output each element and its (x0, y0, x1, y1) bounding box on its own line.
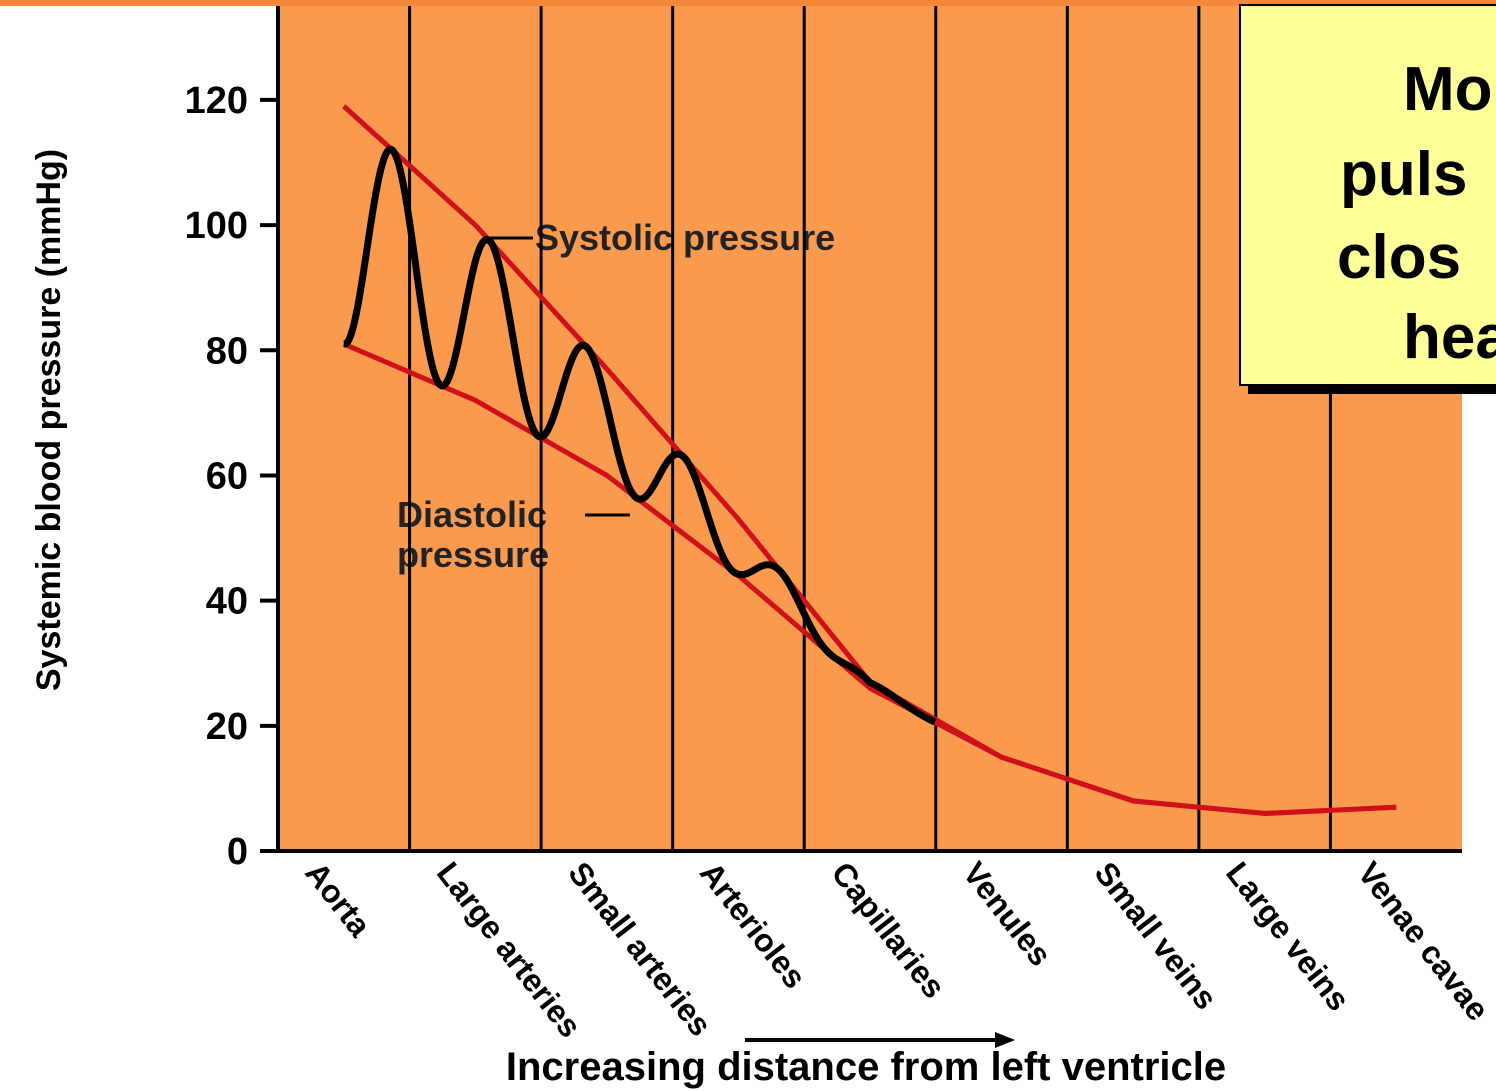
x-tick-label: Large veins (1219, 855, 1357, 1017)
y-tick-label: 80 (206, 330, 248, 372)
x-tick-label: Large arteries (430, 855, 589, 1044)
callout-text: Mo (1403, 55, 1493, 124)
callout-text: clos (1337, 223, 1461, 292)
pulse-wave (342, 145, 937, 726)
y-tick-label: 120 (185, 80, 248, 122)
callout-text: puls (1340, 140, 1467, 209)
callout-text: hea (1403, 303, 1496, 372)
x-tick-label: Capillaries (824, 855, 952, 1005)
y-tick-label: 60 (206, 455, 248, 497)
y-axis-label: Systemic blood pressure (mmHg) (30, 149, 68, 691)
annotation: pressure (397, 534, 549, 575)
x-tick-label: Venae cavae (1351, 855, 1496, 1027)
annotation: Diastolic (397, 494, 547, 535)
annotation: Systolic pressure (535, 217, 835, 258)
y-tick-label: 0 (227, 831, 248, 873)
x-tick-label: Aorta (298, 855, 378, 943)
x-tick-label: Small veins (1088, 855, 1225, 1016)
x-tick-label: Arterioles (693, 855, 813, 995)
top-strip (0, 0, 1496, 6)
y-tick-label: 100 (185, 205, 248, 247)
x-axis-label: Increasing distance from left ventricle (506, 1045, 1226, 1089)
series-line (342, 341, 1397, 816)
x-tick-label: Small arteries (561, 855, 719, 1043)
x-tick-label: Venules (956, 855, 1059, 972)
arrow-head (995, 1032, 1015, 1048)
y-tick-label: 20 (206, 706, 248, 748)
y-tick-label: 40 (206, 581, 248, 623)
callout-box (1239, 4, 1496, 386)
